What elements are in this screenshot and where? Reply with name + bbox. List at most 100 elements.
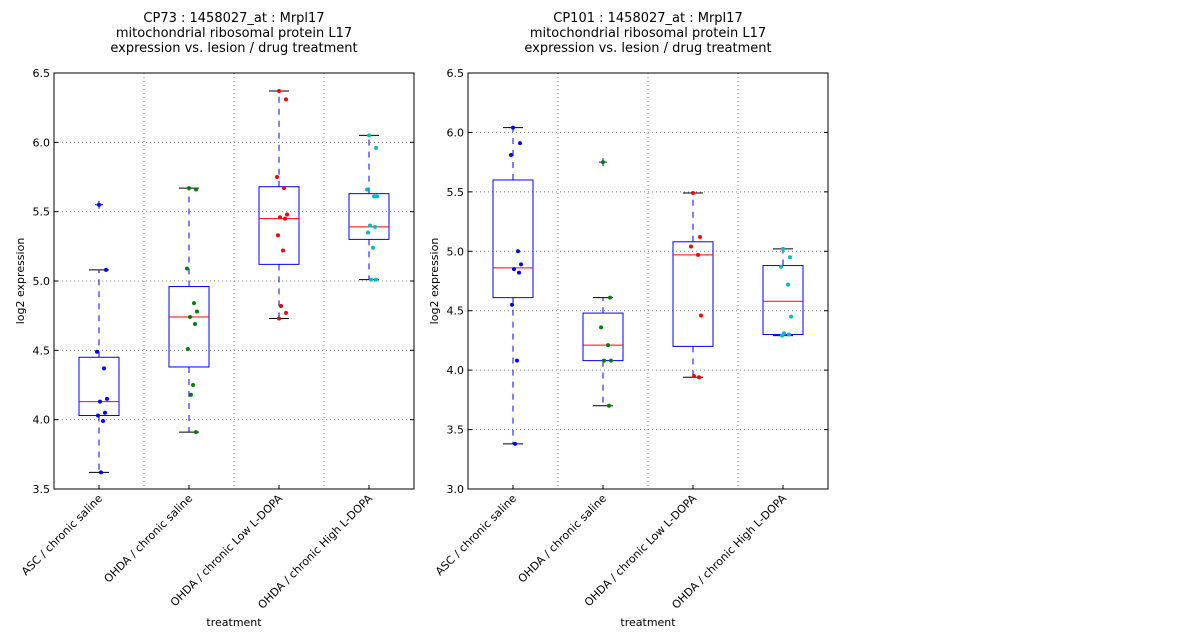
x-tick-label: OHDA / chronic saline <box>102 492 196 586</box>
box-group <box>492 125 534 446</box>
box-iqr <box>348 193 390 240</box>
box-group <box>258 89 300 321</box>
data-point <box>283 216 287 221</box>
data-point <box>366 230 370 235</box>
chart-title-line: CP101 : 1458027_at : Mrpl17 <box>553 11 742 26</box>
y-tick-label: 5.0 <box>33 275 51 288</box>
data-point <box>689 244 693 249</box>
data-point <box>698 235 702 240</box>
chart-title-line: expression vs. lesion / drug treatment <box>524 41 771 56</box>
data-point <box>372 194 376 199</box>
data-point <box>511 125 515 130</box>
data-point <box>281 248 285 253</box>
data-point <box>513 441 517 446</box>
data-point <box>98 399 102 404</box>
data-point <box>191 383 195 387</box>
data-point <box>608 295 612 300</box>
data-point <box>789 314 793 319</box>
data-point <box>194 187 198 192</box>
data-point <box>102 366 106 371</box>
data-point <box>185 266 189 271</box>
y-axis-label: log2 expression <box>428 238 441 325</box>
data-point <box>697 375 701 380</box>
y-tick-label: 6.0 <box>33 136 51 149</box>
data-point <box>510 302 514 307</box>
chart-title-line: mitochondrial ribosomal protein L17 <box>530 26 766 41</box>
data-point <box>186 346 190 351</box>
chart-2: CP101 : 1458027_at : Mrpl17mitochondrial… <box>428 11 829 629</box>
chart-title-line: CP73 : 1458027_at : Mrpl17 <box>143 11 324 26</box>
box-iqr <box>168 286 210 368</box>
data-point <box>787 332 791 337</box>
chart-title-line: mitochondrial ribosomal protein L17 <box>116 26 352 41</box>
x-axis-label: treatment <box>620 616 676 629</box>
data-point <box>692 374 696 379</box>
data-point <box>509 153 513 158</box>
box-iqr <box>492 179 534 299</box>
data-point <box>512 267 516 272</box>
data-point <box>374 277 378 282</box>
data-point <box>602 358 606 363</box>
data-point <box>696 252 700 257</box>
data-point <box>99 470 103 475</box>
data-point <box>95 349 99 354</box>
box-iqr <box>672 241 714 347</box>
x-tick-label: OHDA / chronic saline <box>516 492 610 586</box>
chart-title-line: expression vs. lesion / drug treatment <box>110 41 357 56</box>
box-group <box>762 246 804 338</box>
data-point <box>609 358 613 363</box>
box-iqr <box>78 356 120 417</box>
x-axis-label: treatment <box>206 616 262 629</box>
data-point <box>368 223 372 228</box>
y-axis-label: log2 expression <box>14 238 27 325</box>
x-tick-label: ASC / chronic saline <box>19 492 105 578</box>
box-group <box>672 191 714 380</box>
data-point <box>373 224 377 229</box>
data-point <box>195 309 199 314</box>
y-tick-label: 3.5 <box>447 424 465 437</box>
x-tick-label: ASC / chronic saline <box>433 492 519 578</box>
data-point <box>517 270 521 275</box>
plot-frame <box>467 72 829 490</box>
data-point <box>278 215 282 220</box>
data-point <box>779 264 783 269</box>
data-point <box>518 141 522 146</box>
y-tick-label: 4.5 <box>447 305 465 318</box>
plot-frame <box>53 72 415 490</box>
data-point <box>189 392 193 397</box>
y-tick-label: 4.0 <box>447 364 465 377</box>
data-point <box>788 255 792 260</box>
data-point <box>193 321 197 326</box>
y-tick-label: 3.0 <box>447 483 465 496</box>
y-tick-label: 5.5 <box>447 186 465 199</box>
data-point <box>277 89 281 94</box>
data-point <box>606 343 610 348</box>
data-point <box>285 212 289 217</box>
y-tick-label: 6.5 <box>33 67 51 80</box>
data-point <box>516 249 520 254</box>
data-point <box>371 245 375 250</box>
data-point <box>365 187 369 192</box>
y-tick-label: 4.0 <box>33 414 51 427</box>
data-point <box>282 186 286 191</box>
data-point <box>187 186 191 191</box>
data-point <box>194 430 198 435</box>
box-group <box>78 200 120 475</box>
data-point <box>607 403 611 408</box>
box-group <box>582 158 624 408</box>
data-point <box>284 97 288 102</box>
data-point <box>104 267 108 272</box>
data-point <box>275 175 279 179</box>
box-iqr <box>582 312 624 362</box>
y-tick-label: 6.0 <box>447 126 465 139</box>
data-point <box>105 396 109 401</box>
y-tick-label: 5.5 <box>33 206 51 219</box>
data-point <box>276 233 280 238</box>
box-iqr <box>762 265 804 335</box>
data-point <box>192 301 196 306</box>
data-point <box>97 202 101 207</box>
data-point <box>101 419 105 424</box>
data-point <box>369 277 373 282</box>
data-point <box>367 133 371 138</box>
